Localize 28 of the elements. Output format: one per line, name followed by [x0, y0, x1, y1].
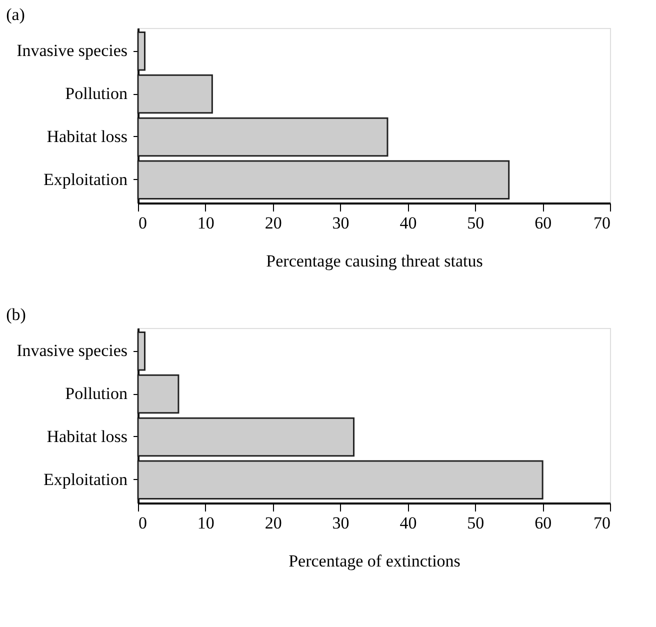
chart-title: (b)	[6, 305, 26, 324]
y-tick-label: Pollution	[65, 84, 128, 104]
x-tick-label: 60	[534, 214, 552, 232]
x-tick-label: 10	[197, 214, 214, 232]
y-tick-label: Invasive species	[16, 341, 128, 360]
x-tick-label: 20	[264, 214, 282, 232]
x-tick-label: 60	[534, 514, 552, 532]
y-tick-label: Habitat loss	[46, 126, 128, 146]
x-tick-label: 30	[332, 214, 350, 232]
y-tick-label: Habitat loss	[46, 426, 128, 446]
chart-title: (a)	[6, 5, 25, 24]
x-tick-label: 50	[467, 514, 484, 532]
x-tick-label: 40	[400, 514, 417, 532]
x-tick-label: 70	[594, 514, 610, 532]
x-tick-label: 10	[197, 514, 214, 532]
y-tick-label: Exploitation	[43, 470, 128, 489]
y-tick-label: Invasive species	[16, 41, 128, 60]
y-tick-label: Exploitation	[43, 170, 128, 189]
x-tick-label: 0	[138, 514, 147, 532]
x-tick-label: 0	[138, 214, 147, 232]
x-tick-label: 30	[332, 514, 350, 532]
x-tick-label: 40	[400, 214, 417, 232]
x-tick-label: 20	[264, 514, 282, 532]
x-axis-title: Percentage causing threat status	[266, 252, 483, 270]
x-tick-label: 70	[594, 214, 610, 232]
x-tick-label: 50	[467, 214, 484, 232]
x-axis-title: Percentage of extinctions	[288, 552, 460, 570]
y-tick-label: Pollution	[65, 384, 128, 404]
